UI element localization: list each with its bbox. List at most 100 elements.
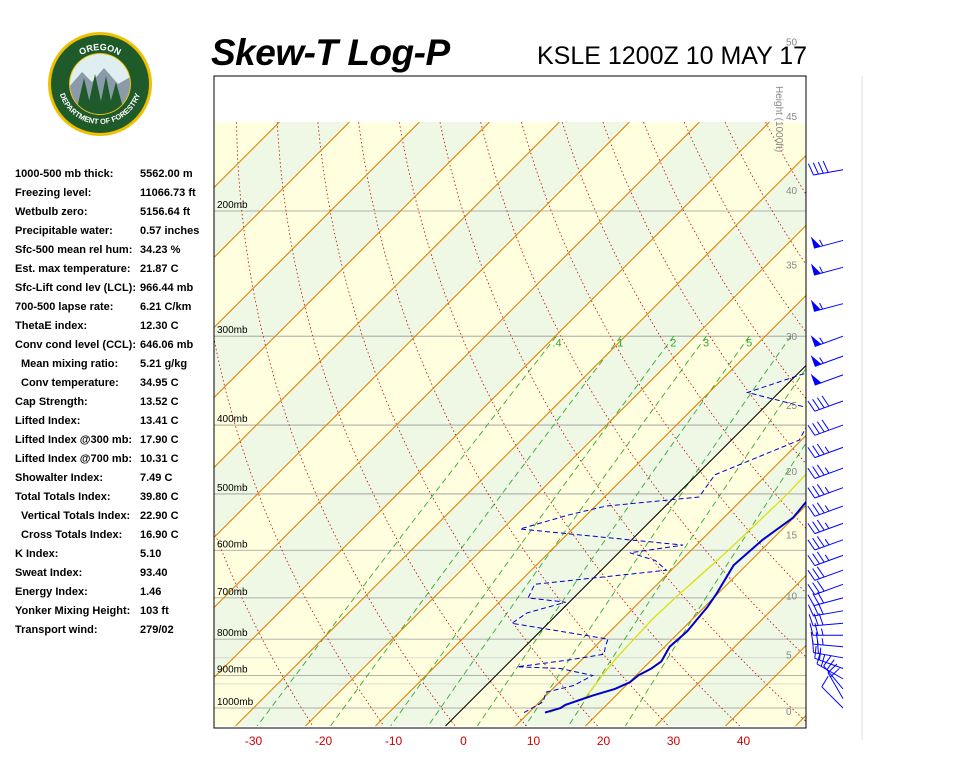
wind-barb	[823, 655, 844, 690]
isotherm-line	[214, 121, 420, 329]
barb-feather	[810, 631, 814, 645]
zero-isotherm	[445, 364, 806, 727]
barb-feather	[816, 464, 825, 476]
stat-label: Cross Totals Index:	[21, 529, 123, 541]
barb-feather	[826, 659, 835, 670]
pressure-label: 400mb	[217, 414, 248, 425]
wind-barb	[821, 675, 844, 709]
mixing-ratio-lines	[256, 335, 806, 727]
wind-barb	[810, 263, 844, 276]
height-label: 10	[786, 591, 798, 602]
stat-row: Transport wind: 279/02	[15, 624, 215, 643]
barb-feather	[812, 521, 820, 533]
barb-feather	[807, 505, 816, 517]
parcel-trace	[549, 473, 806, 714]
barb-shaft	[813, 597, 844, 607]
stat-label: Vertical Totals Index:	[21, 510, 131, 522]
stat-row: 1000-500 mb thick: 5562.00 m	[15, 168, 215, 187]
mixing-ratio-line	[524, 335, 792, 727]
pressure-label: 300mb	[217, 325, 248, 336]
stat-value: 22.90 C	[140, 510, 179, 522]
stat-row: Sweat Index: 93.40	[15, 567, 215, 586]
barb-pennant	[810, 299, 821, 312]
x-axis-ticks: -30 -20 -10 0 10 20 30 40	[245, 734, 751, 748]
wind-barb	[810, 236, 844, 249]
stat-value: 34.95 C	[140, 377, 179, 389]
barb-feather	[812, 582, 820, 594]
barb-half-feather	[819, 302, 824, 310]
stat-value: 0.57 inches	[140, 225, 200, 237]
stat-row: Sfc-Lift cond lev (LCL): 966.44 mb	[15, 282, 215, 301]
barb-half-feather	[824, 554, 830, 561]
wind-barb	[807, 464, 844, 479]
stat-label: Yonker Mixing Height:	[15, 605, 131, 617]
wind-barb	[810, 299, 844, 312]
pressure-label: 1000mb	[217, 697, 254, 708]
barb-feather	[807, 424, 816, 436]
stat-value: 21.87 C	[140, 263, 179, 275]
stat-label: Lifted Index @300 mb:	[15, 434, 133, 446]
pressure-label: 800mb	[217, 628, 248, 639]
stat-value: 5.10	[140, 548, 162, 560]
barb-pennant	[810, 236, 821, 249]
height-label: 5	[786, 650, 792, 661]
isotherm-line	[214, 121, 770, 679]
chart-title: Skew-T Log-P	[211, 32, 450, 73]
stat-value: 5156.64 ft	[140, 206, 191, 218]
barb-feather	[821, 419, 830, 431]
barb-feather	[812, 504, 820, 515]
barb-shaft	[813, 643, 844, 648]
stat-value: 17.90 C	[140, 434, 179, 446]
stat-row: Cross Totals Index: 16.90 C	[15, 529, 215, 548]
barb-feather	[807, 584, 816, 595]
x-tick-label: 20	[597, 734, 611, 748]
svg-text:OREGON: OREGON	[77, 42, 122, 57]
barb-feather	[816, 397, 825, 409]
x-tick-label: -10	[385, 734, 403, 748]
pressure-label: 600mb	[217, 539, 248, 550]
barb-feather	[812, 537, 820, 549]
stat-label: Energy Index:	[15, 586, 88, 598]
barb-feather	[816, 484, 825, 495]
stat-label: Mean mixing ratio:	[21, 358, 119, 370]
barb-feather	[812, 399, 820, 410]
wind-barb	[807, 519, 844, 535]
stat-label: Conv cond level (CCL):	[15, 339, 137, 351]
isotherm-line	[214, 121, 560, 469]
barb-feather	[807, 523, 816, 534]
barb-half-feather	[824, 538, 830, 546]
stat-label: Showalter Index:	[15, 472, 104, 484]
stat-row: Energy Index: 1.46	[15, 586, 215, 605]
wind-barb	[810, 631, 844, 648]
height-label: 50	[786, 38, 798, 49]
stat-value: 966.44 mb	[140, 282, 194, 294]
wind-barb	[808, 613, 844, 627]
wind-barb	[810, 355, 844, 367]
barb-pennant	[810, 335, 822, 347]
stat-label: Sfc-Lift cond lev (LCL):	[15, 282, 136, 294]
isotherm-line	[214, 121, 630, 539]
x-tick-label: 30	[667, 734, 681, 748]
stat-row: Lifted Index @300 mb: 17.90 C	[15, 434, 215, 453]
height-label: 45	[786, 112, 798, 123]
stat-row: Est. max temperature: 21.87 C	[15, 263, 215, 282]
barb-feather	[816, 551, 825, 563]
barb-feather	[816, 536, 825, 547]
barb-shaft	[821, 686, 844, 709]
wind-barb	[810, 373, 844, 386]
stat-row: Conv cond level (CCL): 646.06 mb	[15, 339, 215, 358]
height-label: 15	[786, 530, 798, 541]
barb-feather	[812, 466, 820, 478]
barb-feather	[809, 623, 814, 636]
stat-value: 279/02	[140, 624, 174, 636]
wind-barb	[807, 591, 844, 607]
barb-feather	[812, 445, 820, 457]
barb-feather	[817, 161, 824, 174]
wind-barb	[807, 395, 844, 412]
barb-pennant	[810, 355, 822, 367]
barb-shaft	[813, 169, 844, 176]
pressure-label: 500mb	[217, 483, 248, 494]
stat-row: Wetbulb zero: 5156.64 ft	[15, 206, 215, 225]
isobar-grid	[214, 210, 806, 709]
